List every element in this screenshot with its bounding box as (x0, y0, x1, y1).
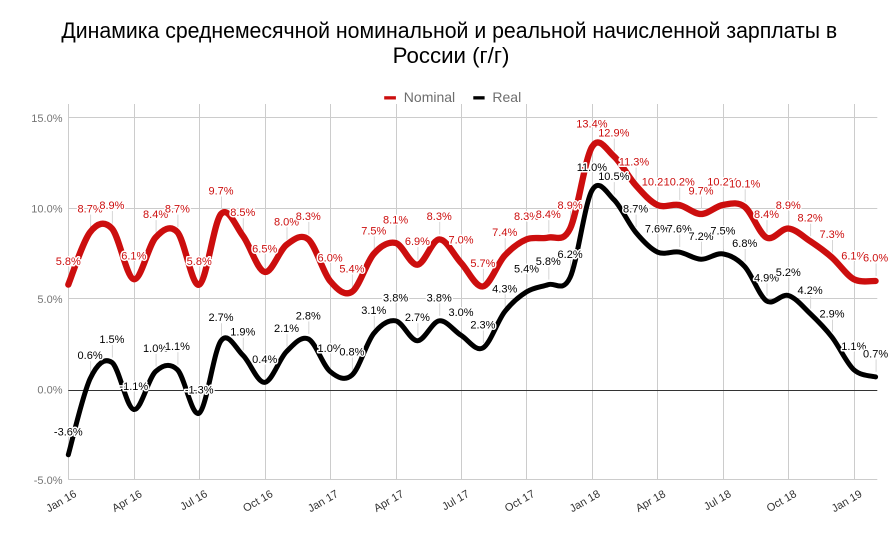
svg-text:5.8%: 5.8% (187, 256, 212, 268)
svg-text:9.7%: 9.7% (688, 186, 713, 198)
svg-text:8.4%: 8.4% (536, 209, 561, 221)
svg-text:8.3%: 8.3% (296, 211, 321, 223)
svg-text:-1.3%: -1.3% (185, 385, 214, 397)
svg-text:1.1%: 1.1% (841, 341, 866, 353)
svg-text:8.9%: 8.9% (558, 200, 583, 212)
svg-text:Nominal: Nominal (404, 89, 455, 105)
svg-text:9.7%: 9.7% (208, 186, 233, 198)
svg-text:6.0%: 6.0% (318, 253, 343, 265)
svg-text:10.2%: 10.2% (664, 177, 695, 189)
svg-text:10.2%: 10.2% (642, 177, 673, 189)
svg-text:6.2%: 6.2% (558, 249, 583, 261)
svg-text:2.1%: 2.1% (274, 323, 299, 335)
svg-text:6.5%: 6.5% (252, 244, 277, 256)
svg-text:6.9%: 6.9% (405, 236, 430, 248)
svg-text:-3.6%: -3.6% (54, 426, 83, 438)
svg-text:10.5%: 10.5% (598, 171, 629, 183)
svg-text:1.0%: 1.0% (318, 343, 343, 355)
svg-text:7.6%: 7.6% (667, 224, 692, 236)
svg-text:-1.1%: -1.1% (119, 381, 148, 393)
svg-text:7.5%: 7.5% (710, 225, 735, 237)
svg-text:13.4%: 13.4% (576, 119, 607, 131)
svg-text:5.8%: 5.8% (56, 256, 81, 268)
svg-text:3.0%: 3.0% (448, 307, 473, 319)
svg-text:5.4%: 5.4% (339, 263, 364, 275)
svg-text:5.4%: 5.4% (514, 263, 539, 275)
svg-text:1.0%: 1.0% (143, 343, 168, 355)
svg-text:10.2%: 10.2% (707, 177, 738, 189)
svg-text:7.0%: 7.0% (448, 234, 473, 246)
svg-text:5.2%: 5.2% (776, 267, 801, 279)
svg-text:3.1%: 3.1% (361, 305, 386, 317)
svg-text:1.9%: 1.9% (230, 327, 255, 339)
svg-text:10.0%: 10.0% (31, 204, 62, 216)
svg-text:4.2%: 4.2% (798, 285, 823, 297)
svg-text:3.8%: 3.8% (383, 292, 408, 304)
svg-text:11.3%: 11.3% (619, 157, 650, 169)
svg-text:1.5%: 1.5% (99, 334, 124, 346)
svg-text:7.5%: 7.5% (361, 225, 386, 237)
svg-text:7.2%: 7.2% (688, 231, 713, 243)
svg-text:15.0%: 15.0% (31, 113, 62, 125)
svg-text:Динамика среднемесячной номина: Динамика среднемесячной номинальной и ре… (61, 18, 837, 43)
svg-text:3.8%: 3.8% (427, 292, 452, 304)
svg-text:2.7%: 2.7% (208, 312, 233, 324)
svg-text:8.5%: 8.5% (230, 207, 255, 219)
svg-text:6.1%: 6.1% (121, 251, 146, 263)
svg-text:8.4%: 8.4% (143, 209, 168, 221)
svg-text:0.6%: 0.6% (78, 350, 103, 362)
svg-text:6.1%: 6.1% (841, 251, 866, 263)
svg-text:1.1%: 1.1% (165, 341, 190, 353)
svg-text:7.4%: 7.4% (492, 227, 517, 239)
svg-text:8.0%: 8.0% (274, 216, 299, 228)
svg-text:-5.0%: -5.0% (34, 475, 63, 487)
svg-text:11.0%: 11.0% (577, 162, 608, 174)
svg-text:2.8%: 2.8% (296, 310, 321, 322)
svg-text:12.9%: 12.9% (598, 128, 629, 140)
svg-text:2.9%: 2.9% (819, 309, 844, 321)
svg-text:8.4%: 8.4% (754, 209, 779, 221)
svg-text:6.0%: 6.0% (863, 253, 888, 265)
svg-text:4.9%: 4.9% (754, 272, 779, 284)
svg-text:7.6%: 7.6% (645, 224, 670, 236)
svg-text:России (г/г): России (г/г) (393, 43, 510, 68)
svg-text:2.7%: 2.7% (405, 312, 430, 324)
svg-text:8.1%: 8.1% (383, 215, 408, 227)
svg-text:8.3%: 8.3% (427, 211, 452, 223)
svg-text:Real: Real (492, 89, 521, 105)
svg-text:6.8%: 6.8% (732, 238, 757, 250)
svg-text:8.7%: 8.7% (78, 204, 103, 216)
svg-text:8.7%: 8.7% (623, 204, 648, 216)
svg-text:2.3%: 2.3% (470, 320, 495, 332)
svg-text:8.9%: 8.9% (776, 200, 801, 212)
svg-text:0.0%: 0.0% (37, 385, 62, 397)
svg-text:0.7%: 0.7% (863, 348, 888, 360)
svg-text:8.2%: 8.2% (798, 213, 823, 225)
svg-text:5.0%: 5.0% (37, 294, 62, 306)
svg-text:8.3%: 8.3% (514, 211, 539, 223)
svg-text:4.3%: 4.3% (492, 283, 517, 295)
svg-text:0.8%: 0.8% (339, 347, 364, 359)
svg-text:5.7%: 5.7% (470, 258, 495, 270)
svg-text:8.9%: 8.9% (99, 200, 124, 212)
svg-text:10.1%: 10.1% (729, 178, 760, 190)
svg-text:0.4%: 0.4% (252, 354, 277, 366)
svg-text:7.3%: 7.3% (819, 229, 844, 241)
svg-text:8.7%: 8.7% (165, 204, 190, 216)
svg-text:5.8%: 5.8% (536, 256, 561, 268)
